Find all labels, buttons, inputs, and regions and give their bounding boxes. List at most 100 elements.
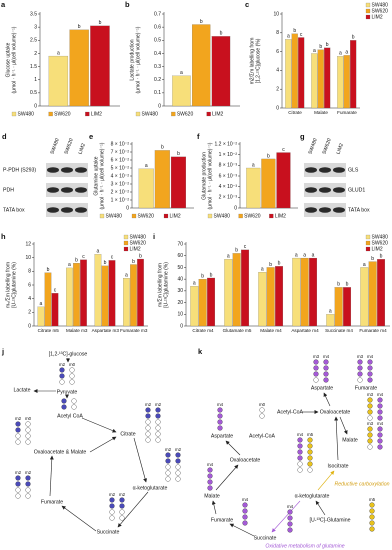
carbon-atom	[367, 409, 373, 415]
legend-swatch	[131, 213, 137, 219]
carbon-atom	[242, 520, 248, 526]
carbon-atom	[15, 433, 21, 439]
y-axis-label: [U-¹³C]glutamine (%)	[11, 262, 17, 308]
carbon-atom	[165, 464, 171, 470]
carbon-atom	[217, 413, 223, 419]
isotopologue-label: m4	[217, 402, 224, 407]
legend-label: SW480	[106, 213, 123, 219]
blot-band	[319, 167, 331, 173]
pathway-arrow	[81, 417, 117, 433]
isotopologue-label: m4	[367, 354, 374, 359]
significance-letter: b	[269, 262, 272, 268]
metabolite-label: Succinate	[254, 535, 277, 541]
y-tick-label: 0.2	[154, 77, 161, 83]
pathway-arrow	[229, 523, 255, 537]
metabolite-label: Pyruvate	[57, 389, 78, 395]
significance-letter: a	[40, 301, 43, 307]
significance-letter: b	[201, 273, 204, 279]
carbon-atom	[155, 431, 161, 437]
carbon-atom	[59, 367, 65, 373]
y-tick-label: 1.2 × 10⁻²	[214, 141, 237, 147]
y-axis-label: (μmol · h⁻¹ · μl(cell volume)⁻¹)	[135, 26, 141, 93]
carbon-atom	[377, 397, 383, 403]
carbon-atom	[297, 437, 303, 443]
carbon-atom	[367, 365, 373, 371]
y-tick-label: 0.5	[154, 38, 161, 44]
legend-label: SW480	[142, 111, 159, 117]
carbon-atom	[119, 509, 125, 515]
carbon-atom	[307, 443, 313, 449]
pathway-arrow	[317, 470, 335, 491]
metabolite-label: Lactate	[13, 387, 30, 393]
significance-letter: b	[104, 260, 107, 266]
significance-letter: a	[287, 34, 290, 40]
legend-label: SW480	[130, 234, 147, 240]
bar	[360, 267, 369, 327]
metabolite-label: Oxaloacetate & Malate	[34, 449, 87, 455]
isotopologue-label: m0	[25, 416, 32, 421]
y-tick-label: 0	[180, 323, 183, 329]
pathway-arrow	[271, 500, 301, 533]
carbon-atom	[69, 379, 75, 385]
significance-letter: b	[99, 20, 102, 26]
metabolite-label: Malate	[342, 437, 358, 443]
carbon-atom	[369, 502, 375, 508]
carbon-atom	[369, 508, 375, 514]
y-axis-label: (μmol · h⁻¹ · μl(cell volume)⁻¹)	[207, 142, 213, 209]
carbon-atom	[287, 527, 293, 533]
carbon-atom	[15, 421, 21, 427]
significance-letter: c	[282, 147, 285, 153]
significance-letter: c	[82, 254, 85, 260]
y-axis-label: Glucose uptake	[5, 42, 11, 77]
significance-letter: a	[145, 163, 148, 169]
bar	[48, 55, 69, 107]
isotopologue-label: m4	[287, 504, 294, 509]
carbon-atom	[109, 509, 115, 515]
legend-label: LIM2	[91, 111, 102, 117]
panel-label: e	[89, 132, 93, 141]
carbon-atom	[207, 467, 213, 473]
legend-label: SW620	[244, 213, 261, 219]
carbon-atom	[377, 426, 383, 432]
carbon-atom	[119, 503, 125, 509]
blot-band	[61, 207, 73, 213]
significance-letter: b	[177, 151, 180, 157]
carbon-atom	[61, 404, 67, 410]
metabolite-label: Oxaloacetate	[230, 457, 261, 463]
bar	[51, 293, 59, 327]
carbon-atom	[165, 470, 171, 476]
carbon-atom	[175, 452, 181, 458]
bar	[368, 261, 377, 327]
legend-label: SW620	[138, 213, 155, 219]
carbon-atom	[313, 371, 319, 377]
carbon-atom	[307, 461, 313, 467]
bar	[309, 257, 318, 327]
blot-band	[305, 167, 317, 173]
carbon-atom	[313, 365, 319, 371]
significance-letter: b	[267, 153, 270, 159]
carbon-atom	[367, 432, 373, 438]
x-tick-label: Citrate m4	[192, 328, 214, 333]
panel-label: i	[153, 232, 155, 241]
blot-band	[333, 207, 345, 213]
legend-swatch	[11, 111, 17, 117]
x-tick-label: Malate m4	[260, 328, 282, 333]
y-tick-label: 4	[276, 68, 279, 74]
carbon-atom	[207, 473, 213, 479]
pathway-arrow	[89, 436, 117, 453]
bar	[198, 279, 207, 327]
isotopologue-label: m4	[297, 432, 304, 437]
legend-swatch	[365, 246, 371, 252]
significance-letter: a	[312, 252, 315, 258]
band-label: TATA box	[3, 207, 25, 213]
carbon-atom	[217, 407, 223, 413]
bar	[311, 53, 318, 109]
legend-swatch	[365, 2, 371, 8]
bar	[285, 39, 292, 109]
legend-swatch	[123, 246, 129, 252]
y-tick-label: 12	[25, 241, 31, 247]
pathway-arrow	[334, 416, 339, 461]
blot-band	[305, 207, 317, 213]
carbon-atom	[367, 415, 373, 421]
